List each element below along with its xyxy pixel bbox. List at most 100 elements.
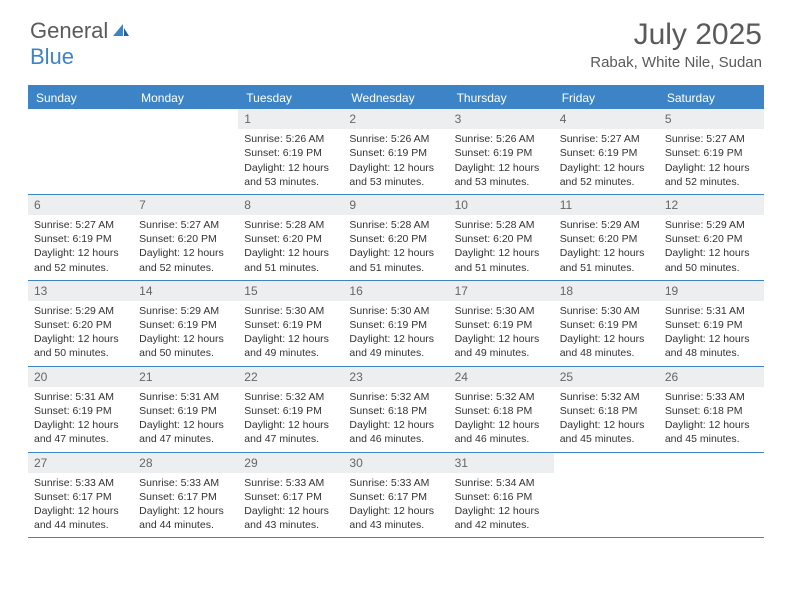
day-header-cell: Sunday bbox=[28, 87, 133, 109]
calendar-cell: 29Sunrise: 5:33 AMSunset: 6:17 PMDayligh… bbox=[238, 453, 343, 538]
day-number: 2 bbox=[343, 109, 448, 129]
day-detail: Sunrise: 5:27 AMSunset: 6:20 PMDaylight:… bbox=[133, 215, 238, 280]
calendar-cell: 24Sunrise: 5:32 AMSunset: 6:18 PMDayligh… bbox=[449, 367, 554, 452]
calendar-cell: 21Sunrise: 5:31 AMSunset: 6:19 PMDayligh… bbox=[133, 367, 238, 452]
day-header-row: SundayMondayTuesdayWednesdayThursdayFrid… bbox=[28, 87, 764, 109]
day-detail: Sunrise: 5:30 AMSunset: 6:19 PMDaylight:… bbox=[238, 301, 343, 366]
day-number: 29 bbox=[238, 453, 343, 473]
day-number: 9 bbox=[343, 195, 448, 215]
calendar-cell bbox=[28, 109, 133, 194]
calendar-cell: 26Sunrise: 5:33 AMSunset: 6:18 PMDayligh… bbox=[659, 367, 764, 452]
calendar-cell: 18Sunrise: 5:30 AMSunset: 6:19 PMDayligh… bbox=[554, 281, 659, 366]
day-number: 22 bbox=[238, 367, 343, 387]
day-number: 7 bbox=[133, 195, 238, 215]
day-detail: Sunrise: 5:33 AMSunset: 6:17 PMDaylight:… bbox=[238, 473, 343, 538]
calendar-cell: 28Sunrise: 5:33 AMSunset: 6:17 PMDayligh… bbox=[133, 453, 238, 538]
calendar-cell: 15Sunrise: 5:30 AMSunset: 6:19 PMDayligh… bbox=[238, 281, 343, 366]
day-number: 6 bbox=[28, 195, 133, 215]
calendar-cell: 6Sunrise: 5:27 AMSunset: 6:19 PMDaylight… bbox=[28, 195, 133, 280]
calendar-cell: 16Sunrise: 5:30 AMSunset: 6:19 PMDayligh… bbox=[343, 281, 448, 366]
day-number: 23 bbox=[343, 367, 448, 387]
day-number: 17 bbox=[449, 281, 554, 301]
calendar-cell bbox=[659, 453, 764, 538]
calendar-cell: 4Sunrise: 5:27 AMSunset: 6:19 PMDaylight… bbox=[554, 109, 659, 194]
day-number: 15 bbox=[238, 281, 343, 301]
day-number: 21 bbox=[133, 367, 238, 387]
day-number: 28 bbox=[133, 453, 238, 473]
day-number: 24 bbox=[449, 367, 554, 387]
calendar-cell: 10Sunrise: 5:28 AMSunset: 6:20 PMDayligh… bbox=[449, 195, 554, 280]
day-header-cell: Thursday bbox=[449, 87, 554, 109]
calendar-cell: 11Sunrise: 5:29 AMSunset: 6:20 PMDayligh… bbox=[554, 195, 659, 280]
calendar-cell: 5Sunrise: 5:27 AMSunset: 6:19 PMDaylight… bbox=[659, 109, 764, 194]
header: General Blue July 2025 Rabak, White Nile… bbox=[0, 0, 792, 79]
day-detail: Sunrise: 5:32 AMSunset: 6:19 PMDaylight:… bbox=[238, 387, 343, 452]
day-header-cell: Monday bbox=[133, 87, 238, 109]
day-detail: Sunrise: 5:31 AMSunset: 6:19 PMDaylight:… bbox=[133, 387, 238, 452]
day-detail: Sunrise: 5:29 AMSunset: 6:20 PMDaylight:… bbox=[554, 215, 659, 280]
day-detail: Sunrise: 5:30 AMSunset: 6:19 PMDaylight:… bbox=[449, 301, 554, 366]
day-detail: Sunrise: 5:31 AMSunset: 6:19 PMDaylight:… bbox=[659, 301, 764, 366]
calendar-cell bbox=[133, 109, 238, 194]
day-header-cell: Saturday bbox=[659, 87, 764, 109]
day-detail: Sunrise: 5:29 AMSunset: 6:19 PMDaylight:… bbox=[133, 301, 238, 366]
day-number: 13 bbox=[28, 281, 133, 301]
day-number: 19 bbox=[659, 281, 764, 301]
day-detail: Sunrise: 5:27 AMSunset: 6:19 PMDaylight:… bbox=[28, 215, 133, 280]
location-text: Rabak, White Nile, Sudan bbox=[590, 54, 762, 71]
day-detail: Sunrise: 5:26 AMSunset: 6:19 PMDaylight:… bbox=[449, 129, 554, 194]
day-detail: Sunrise: 5:32 AMSunset: 6:18 PMDaylight:… bbox=[554, 387, 659, 452]
calendar-cell: 7Sunrise: 5:27 AMSunset: 6:20 PMDaylight… bbox=[133, 195, 238, 280]
day-detail: Sunrise: 5:26 AMSunset: 6:19 PMDaylight:… bbox=[343, 129, 448, 194]
day-number: 11 bbox=[554, 195, 659, 215]
day-detail: Sunrise: 5:26 AMSunset: 6:19 PMDaylight:… bbox=[238, 129, 343, 194]
day-detail: Sunrise: 5:27 AMSunset: 6:19 PMDaylight:… bbox=[659, 129, 764, 194]
day-number: 8 bbox=[238, 195, 343, 215]
day-number: 26 bbox=[659, 367, 764, 387]
calendar-week: 1Sunrise: 5:26 AMSunset: 6:19 PMDaylight… bbox=[28, 109, 764, 195]
calendar-cell: 17Sunrise: 5:30 AMSunset: 6:19 PMDayligh… bbox=[449, 281, 554, 366]
month-title: July 2025 bbox=[590, 18, 762, 52]
title-block: July 2025 Rabak, White Nile, Sudan bbox=[590, 18, 762, 71]
day-number: 20 bbox=[28, 367, 133, 387]
calendar-cell: 25Sunrise: 5:32 AMSunset: 6:18 PMDayligh… bbox=[554, 367, 659, 452]
day-number: 10 bbox=[449, 195, 554, 215]
logo-word1: General bbox=[30, 18, 108, 43]
day-number: 18 bbox=[554, 281, 659, 301]
day-number: 1 bbox=[238, 109, 343, 129]
calendar-cell: 9Sunrise: 5:28 AMSunset: 6:20 PMDaylight… bbox=[343, 195, 448, 280]
day-number: 4 bbox=[554, 109, 659, 129]
day-detail: Sunrise: 5:28 AMSunset: 6:20 PMDaylight:… bbox=[238, 215, 343, 280]
calendar-cell: 20Sunrise: 5:31 AMSunset: 6:19 PMDayligh… bbox=[28, 367, 133, 452]
calendar-grid: 1Sunrise: 5:26 AMSunset: 6:19 PMDaylight… bbox=[28, 109, 764, 538]
calendar-week: 27Sunrise: 5:33 AMSunset: 6:17 PMDayligh… bbox=[28, 453, 764, 539]
calendar-cell: 31Sunrise: 5:34 AMSunset: 6:16 PMDayligh… bbox=[449, 453, 554, 538]
calendar-cell: 30Sunrise: 5:33 AMSunset: 6:17 PMDayligh… bbox=[343, 453, 448, 538]
day-detail: Sunrise: 5:28 AMSunset: 6:20 PMDaylight:… bbox=[449, 215, 554, 280]
day-header-cell: Wednesday bbox=[343, 87, 448, 109]
calendar-cell: 2Sunrise: 5:26 AMSunset: 6:19 PMDaylight… bbox=[343, 109, 448, 194]
calendar-cell: 8Sunrise: 5:28 AMSunset: 6:20 PMDaylight… bbox=[238, 195, 343, 280]
day-number: 5 bbox=[659, 109, 764, 129]
calendar-cell bbox=[554, 453, 659, 538]
calendar: SundayMondayTuesdayWednesdayThursdayFrid… bbox=[28, 85, 764, 538]
day-detail: Sunrise: 5:33 AMSunset: 6:18 PMDaylight:… bbox=[659, 387, 764, 452]
logo: General Blue bbox=[30, 18, 131, 70]
day-detail: Sunrise: 5:29 AMSunset: 6:20 PMDaylight:… bbox=[28, 301, 133, 366]
day-number: 30 bbox=[343, 453, 448, 473]
logo-word2: Blue bbox=[30, 44, 74, 69]
day-detail: Sunrise: 5:33 AMSunset: 6:17 PMDaylight:… bbox=[343, 473, 448, 538]
day-detail: Sunrise: 5:29 AMSunset: 6:20 PMDaylight:… bbox=[659, 215, 764, 280]
day-detail: Sunrise: 5:33 AMSunset: 6:17 PMDaylight:… bbox=[28, 473, 133, 538]
day-header-cell: Friday bbox=[554, 87, 659, 109]
day-detail: Sunrise: 5:32 AMSunset: 6:18 PMDaylight:… bbox=[449, 387, 554, 452]
day-header-cell: Tuesday bbox=[238, 87, 343, 109]
day-detail: Sunrise: 5:28 AMSunset: 6:20 PMDaylight:… bbox=[343, 215, 448, 280]
calendar-cell: 27Sunrise: 5:33 AMSunset: 6:17 PMDayligh… bbox=[28, 453, 133, 538]
day-number: 27 bbox=[28, 453, 133, 473]
calendar-cell: 22Sunrise: 5:32 AMSunset: 6:19 PMDayligh… bbox=[238, 367, 343, 452]
calendar-cell: 3Sunrise: 5:26 AMSunset: 6:19 PMDaylight… bbox=[449, 109, 554, 194]
day-number: 31 bbox=[449, 453, 554, 473]
calendar-cell: 14Sunrise: 5:29 AMSunset: 6:19 PMDayligh… bbox=[133, 281, 238, 366]
day-detail: Sunrise: 5:33 AMSunset: 6:17 PMDaylight:… bbox=[133, 473, 238, 538]
